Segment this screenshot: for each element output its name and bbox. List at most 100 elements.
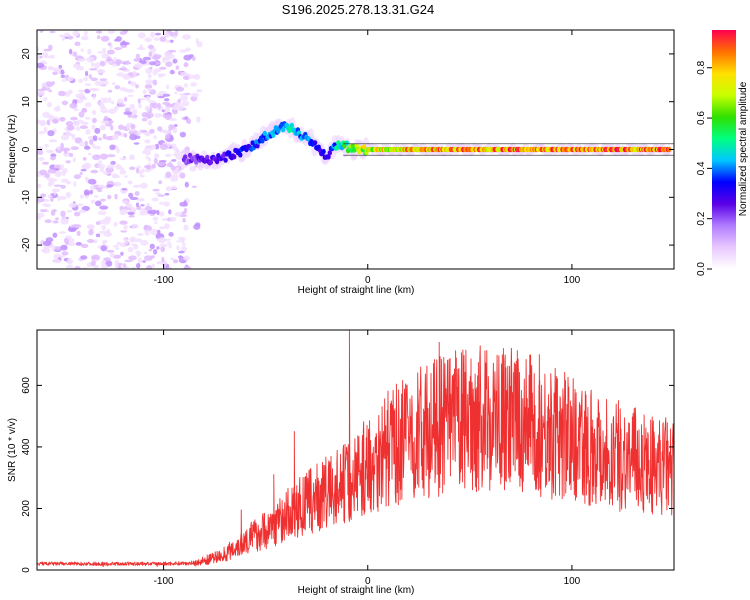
noise-speck [89, 190, 93, 195]
noise-speck [167, 241, 172, 245]
noise-speck [138, 103, 142, 109]
noise-speck [78, 78, 84, 83]
noise-speck [159, 36, 167, 42]
noise-speck [129, 166, 136, 171]
noise-speck [174, 149, 181, 156]
noise-speck [60, 164, 64, 171]
noise-speck [128, 255, 137, 261]
noise-speck [99, 124, 107, 131]
noise-speck [182, 217, 186, 223]
ridge-cell [361, 144, 367, 150]
noise-speck [165, 186, 172, 192]
noise-speck [156, 246, 160, 250]
noise-speck [90, 77, 98, 82]
noise-speck [92, 145, 101, 150]
y-tick-label: 200 [21, 500, 32, 517]
noise-speck [185, 118, 190, 123]
noise-speck [52, 118, 59, 124]
noise-speck [176, 245, 180, 251]
noise-speck [190, 82, 197, 87]
noise-speck [162, 57, 166, 63]
ridge-cell [208, 159, 214, 165]
noise-speck [142, 89, 147, 95]
noise-speck [94, 195, 99, 198]
noise-speck [141, 117, 148, 122]
noise-speck [164, 98, 170, 102]
noise-speck [137, 197, 145, 202]
noise-speck [129, 133, 138, 141]
noise-speck [164, 106, 171, 112]
noise-speck [91, 124, 96, 130]
noise-speck [133, 244, 139, 250]
ridge-cell [327, 150, 332, 156]
noise-speck [95, 221, 101, 226]
noise-speck [106, 164, 115, 169]
noise-speck [147, 87, 152, 93]
noise-speck [53, 106, 61, 112]
noise-speck [107, 194, 112, 200]
noise-speck [106, 154, 116, 158]
noise-speck [37, 212, 45, 218]
noise-speck [82, 162, 92, 169]
noise-speck [136, 202, 139, 207]
noise-speck [184, 83, 188, 88]
noise-speck [108, 96, 112, 103]
noise-speck [105, 136, 115, 141]
noise-speck [132, 70, 137, 76]
noise-speck [83, 145, 91, 150]
noise-speck [164, 192, 170, 196]
noise-speck [103, 232, 113, 238]
noise-speck [60, 210, 66, 217]
noise-speck [152, 216, 159, 221]
noise-speck [169, 217, 177, 222]
noise-speck [44, 143, 49, 148]
noise-speck [100, 106, 108, 113]
noise-speck [178, 250, 185, 254]
noise-speck [39, 30, 44, 33]
noise-speck [162, 130, 172, 134]
noise-speck [146, 95, 151, 102]
noise-speck [109, 144, 116, 150]
noise-speck [168, 232, 174, 237]
noise-speck [113, 105, 119, 111]
noise-speck [98, 137, 102, 141]
y-tick-label: 0 [21, 146, 32, 152]
noise-speck [51, 188, 61, 193]
noise-speck [102, 133, 107, 140]
noise-speck [124, 175, 128, 178]
noise-speck [124, 73, 128, 79]
noise-speck [67, 258, 73, 265]
noise-speck [42, 161, 49, 165]
noise-speck [115, 133, 119, 138]
noise-speck [97, 210, 107, 216]
noise-speck [146, 165, 152, 170]
colorbar-ticks: 0.0 0.2 0.4 0.6 0.8 [696, 60, 712, 276]
noise-speck [187, 74, 197, 79]
ridge-cell [273, 125, 279, 131]
noise-speck [60, 69, 65, 75]
noise-speck [89, 138, 94, 145]
noise-speck [137, 165, 142, 169]
noise-speck [151, 263, 155, 268]
noise-speck [43, 48, 52, 52]
noise-speck [140, 204, 145, 207]
noise-speck [135, 53, 140, 59]
spectrogram-xlabel: Height of straight line (km) [298, 285, 415, 296]
noise-speck [47, 130, 55, 137]
ridge-cell [312, 140, 318, 146]
noise-speck [152, 79, 158, 86]
x-tick-label: 100 [564, 275, 581, 286]
noise-speck [52, 209, 57, 213]
noise-speck [69, 153, 74, 157]
noise-speck [75, 93, 82, 99]
noise-speck [39, 55, 43, 59]
noise-speck [72, 30, 80, 37]
noise-speck [131, 223, 139, 229]
noise-speck [178, 236, 186, 241]
noise-speck [80, 255, 88, 260]
noise-speck [61, 36, 66, 41]
noise-speck [157, 237, 167, 244]
noise-speck [111, 100, 115, 105]
noise-speck [87, 48, 92, 55]
